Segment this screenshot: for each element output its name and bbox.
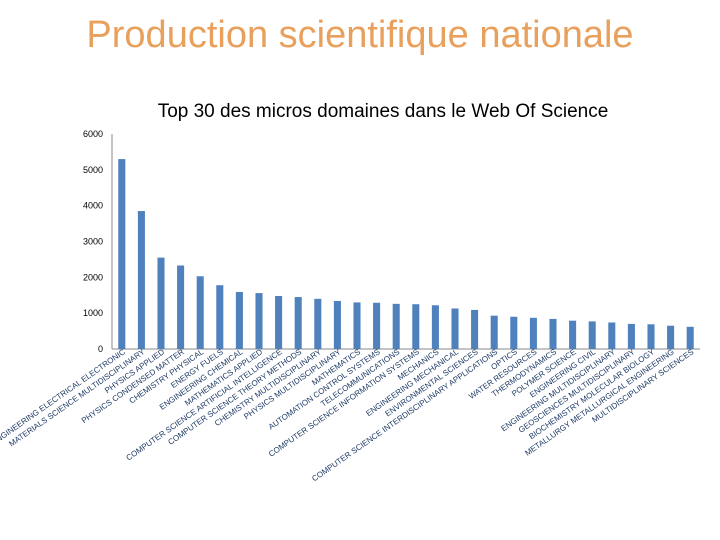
bar xyxy=(333,300,341,349)
bar xyxy=(451,308,459,349)
bar xyxy=(137,211,145,349)
bar xyxy=(392,303,400,349)
bar xyxy=(608,322,616,349)
bar xyxy=(667,325,675,349)
bar xyxy=(275,295,283,349)
bar xyxy=(471,309,479,349)
bar xyxy=(569,320,577,349)
bar xyxy=(177,265,185,349)
page-title: Production scientifique nationale xyxy=(86,14,634,56)
y-tick-label: 2000 xyxy=(83,272,103,282)
bars xyxy=(118,159,694,349)
bar xyxy=(529,317,537,349)
bar xyxy=(255,293,263,349)
y-tick-label: 4000 xyxy=(83,201,103,211)
bar xyxy=(431,305,439,349)
bar xyxy=(235,292,243,349)
y-tick-label: 6000 xyxy=(83,129,103,139)
bar xyxy=(412,304,420,349)
bar xyxy=(294,297,302,349)
bar xyxy=(157,257,165,349)
bar xyxy=(549,318,557,349)
y-tick-label: 5000 xyxy=(83,165,103,175)
bar xyxy=(686,326,694,349)
chart-title: Top 30 des micros domaines dans le Web O… xyxy=(158,101,609,122)
bar xyxy=(118,159,126,349)
y-tick-label: 1000 xyxy=(83,308,103,318)
x-tick-labels: ENGINEERING ELECTRICAL ELECTRONICMATERIA… xyxy=(0,347,695,484)
bar xyxy=(196,276,204,349)
bar xyxy=(314,298,322,349)
bar xyxy=(353,302,361,349)
bar xyxy=(216,285,224,349)
bar xyxy=(588,321,596,349)
bar xyxy=(373,302,381,349)
y-tick-label: 0 xyxy=(98,344,103,354)
x-tick-label: MATERIALS SCIENCE MULTIDISCIPLINARY xyxy=(7,347,147,449)
bar xyxy=(627,323,635,349)
y-tick-labels: 0 1000 2000 3000 4000 5000 6000 xyxy=(83,129,103,354)
bar xyxy=(510,316,518,349)
bar xyxy=(490,315,498,349)
bar xyxy=(647,324,655,349)
y-tick-label: 3000 xyxy=(83,237,103,247)
